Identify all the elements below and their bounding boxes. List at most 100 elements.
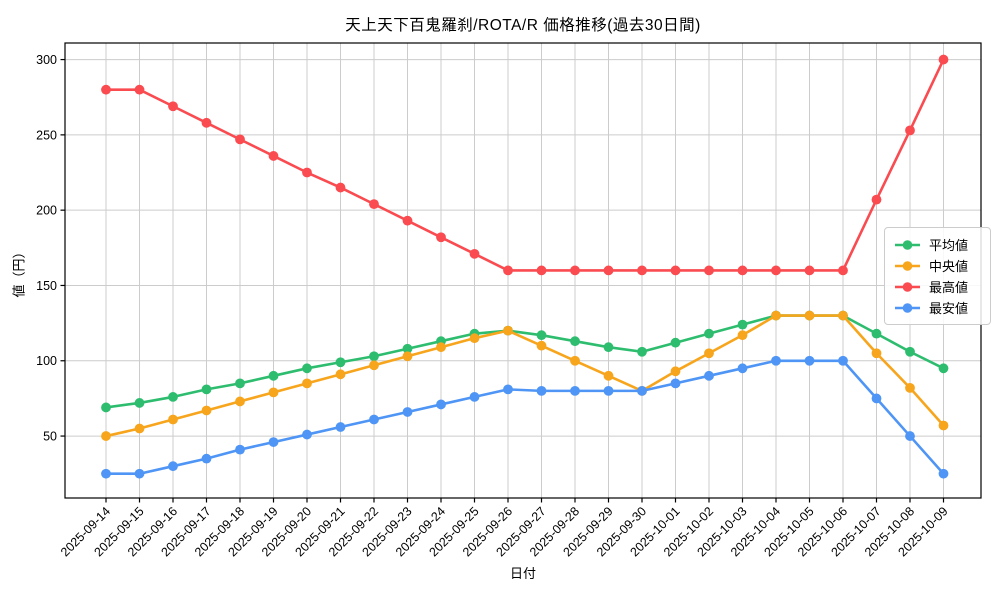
series-line-highest <box>104 58 945 272</box>
data-point-average <box>302 363 312 374</box>
data-point-lowest <box>771 355 781 366</box>
y-tick-label: 150 <box>36 279 57 293</box>
data-point-highest <box>737 265 748 276</box>
data-point-highest <box>871 194 882 205</box>
data-point-highest <box>235 134 245 145</box>
data-point-highest <box>101 84 111 95</box>
data-point-median <box>101 431 111 441</box>
data-point-median <box>804 310 815 321</box>
data-point-median <box>670 366 681 377</box>
data-point-lowest <box>637 385 647 396</box>
data-point-average <box>536 330 547 341</box>
data-point-median <box>737 330 748 341</box>
series-line-median <box>104 314 945 438</box>
data-point-highest <box>503 265 513 276</box>
series-line-lowest <box>104 359 945 476</box>
data-point-lowest <box>335 422 346 432</box>
data-point-median <box>771 310 781 321</box>
data-point-lowest <box>134 468 145 479</box>
data-point-lowest <box>503 384 513 395</box>
data-point-median <box>134 423 145 434</box>
legend-marker-highest <box>895 281 920 292</box>
data-point-average <box>201 384 212 395</box>
data-point-highest <box>771 265 781 276</box>
data-point-median <box>704 348 714 359</box>
data-point-median <box>838 310 848 321</box>
y-tick-label: 300 <box>36 53 57 67</box>
legend-marker-lowest <box>895 302 920 313</box>
data-point-highest <box>268 151 279 161</box>
y-axis-label: 値（円） <box>11 245 27 298</box>
data-point-highest <box>838 265 848 276</box>
data-point-highest <box>168 101 178 112</box>
data-point-median <box>335 369 346 380</box>
data-point-average <box>268 370 279 381</box>
data-point-highest <box>704 265 714 276</box>
legend-item-lowest: 最安値 <box>894 297 981 318</box>
legend-label-average: 平均値 <box>929 238 969 253</box>
data-point-highest <box>637 265 647 276</box>
data-point-median <box>235 396 245 407</box>
data-point-lowest <box>938 468 949 479</box>
data-point-average <box>704 328 714 339</box>
data-point-median <box>871 348 882 359</box>
data-point-lowest <box>704 370 714 381</box>
y-tick-label: 250 <box>36 128 57 142</box>
data-point-median <box>402 351 413 362</box>
data-point-lowest <box>235 444 245 455</box>
data-point-average <box>168 392 178 402</box>
chart-title: 天上天下百鬼羅刹/ROTA/R 価格推移(過去30日間) <box>345 17 701 34</box>
data-point-median <box>536 340 547 351</box>
data-point-lowest <box>536 385 547 396</box>
legend-marker-median <box>895 260 920 271</box>
data-point-average <box>938 363 949 374</box>
data-point-lowest <box>670 378 681 389</box>
data-point-average <box>134 398 145 408</box>
y-tick-label: 100 <box>36 354 57 368</box>
legend-item-highest: 最高値 <box>894 276 981 297</box>
data-point-median <box>503 325 513 336</box>
x-axis-label: 日付 <box>509 566 536 581</box>
data-point-lowest <box>201 453 212 464</box>
data-point-average <box>402 343 413 354</box>
data-point-highest <box>570 265 580 276</box>
data-point-lowest <box>168 461 178 472</box>
data-point-highest <box>603 265 614 276</box>
data-point-median <box>268 387 279 398</box>
data-point-median <box>603 370 614 381</box>
data-point-average <box>670 337 681 348</box>
data-point-median <box>302 378 312 389</box>
data-point-median <box>369 360 379 371</box>
data-point-highest <box>436 232 446 243</box>
data-point-average <box>637 346 647 357</box>
data-point-highest <box>302 167 312 178</box>
legend-marker-average <box>895 239 920 250</box>
data-point-highest <box>369 199 379 210</box>
data-point-average <box>369 351 379 362</box>
data-point-highest <box>335 182 346 193</box>
legend-label-highest: 最高値 <box>929 280 969 295</box>
data-point-highest <box>134 84 145 95</box>
data-point-highest <box>905 125 915 136</box>
data-point-highest <box>536 265 547 276</box>
legend: 平均値 中央値 最高値 最安値 <box>884 227 991 325</box>
legend-item-median: 中央値 <box>894 255 981 276</box>
legend-item-average: 平均値 <box>894 234 981 255</box>
legend-label-median: 中央値 <box>929 259 969 274</box>
data-point-average <box>235 378 245 389</box>
data-point-lowest <box>469 392 480 402</box>
data-point-average <box>905 346 915 357</box>
data-point-lowest <box>905 431 915 441</box>
data-point-lowest <box>402 407 413 417</box>
data-point-median <box>469 333 480 344</box>
data-point-median <box>201 405 212 416</box>
data-point-median <box>938 420 949 431</box>
data-point-highest <box>670 265 681 276</box>
data-point-median <box>570 355 580 366</box>
legend-label-lowest: 最安値 <box>929 301 969 316</box>
data-point-average <box>871 328 882 339</box>
data-point-average <box>603 342 614 353</box>
data-point-median <box>905 382 915 393</box>
